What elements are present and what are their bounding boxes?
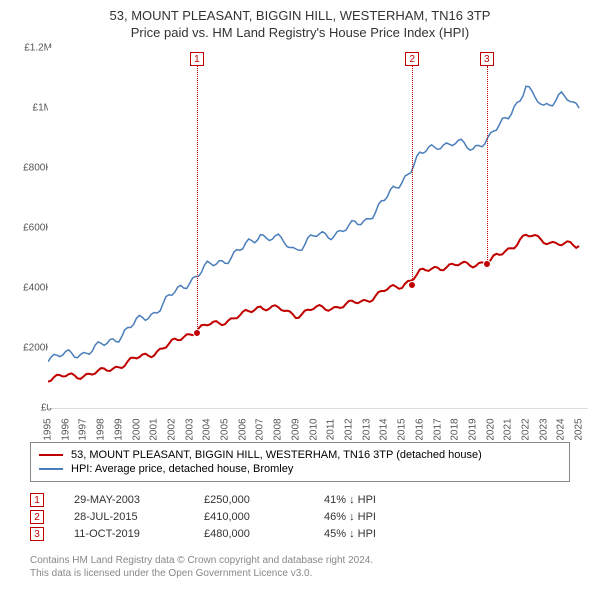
chart-marker-dot-1 xyxy=(193,329,201,337)
x-tick-label: 2017 xyxy=(432,418,443,440)
event-delta-3: 45% ↓ HPI xyxy=(324,528,376,540)
x-tick-label: 2023 xyxy=(538,418,549,440)
x-tick-label: 2021 xyxy=(503,418,514,440)
legend-label-price: 53, MOUNT PLEASANT, BIGGIN HILL, WESTERH… xyxy=(71,449,482,461)
x-tick-label: 2015 xyxy=(397,418,408,440)
event-row-3: 3 11-OCT-2019 £480,000 45% ↓ HPI xyxy=(30,527,570,541)
event-marker-2: 2 xyxy=(30,510,44,524)
legend-swatch-price xyxy=(39,454,63,456)
series-hpi xyxy=(48,86,579,361)
chart-area: 1 2 3 xyxy=(48,48,588,408)
x-tick-label: 2008 xyxy=(273,418,284,440)
legend: 53, MOUNT PLEASANT, BIGGIN HILL, WESTERH… xyxy=(30,442,570,482)
event-price-1: £250,000 xyxy=(204,494,294,506)
x-tick-label: 2025 xyxy=(574,418,585,440)
x-tick-label: 1996 xyxy=(60,418,71,440)
x-tick-label: 2014 xyxy=(379,418,390,440)
chart-marker-box-3: 3 xyxy=(480,52,494,66)
legend-label-hpi: HPI: Average price, detached house, Brom… xyxy=(71,463,293,475)
x-tick-label: 2007 xyxy=(255,418,266,440)
series-price_paid xyxy=(48,235,579,382)
event-delta-1: 41% ↓ HPI xyxy=(324,494,376,506)
x-tick-label: 1997 xyxy=(78,418,89,440)
x-tick-label: 2004 xyxy=(202,418,213,440)
chart-marker-dot-3 xyxy=(483,260,491,268)
title-address: 53, MOUNT PLEASANT, BIGGIN HILL, WESTERH… xyxy=(0,8,600,23)
x-tick-label: 2005 xyxy=(220,418,231,440)
footer-line2: This data is licensed under the Open Gov… xyxy=(30,567,570,580)
event-date-2: 28-JUL-2015 xyxy=(74,511,174,523)
x-tick-label: 2000 xyxy=(131,418,142,440)
x-tick-label: 2012 xyxy=(343,418,354,440)
x-tick-label: 2020 xyxy=(485,418,496,440)
footer-line1: Contains HM Land Registry data © Crown c… xyxy=(30,554,570,567)
title-subtitle: Price paid vs. HM Land Registry's House … xyxy=(0,25,600,40)
x-tick-label: 2018 xyxy=(450,418,461,440)
chart-container: 53, MOUNT PLEASANT, BIGGIN HILL, WESTERH… xyxy=(0,0,600,590)
x-tick-label: 2024 xyxy=(556,418,567,440)
x-tick-label: 2022 xyxy=(521,418,532,440)
x-tick-label: 2011 xyxy=(326,419,337,441)
x-tick-label: 1999 xyxy=(113,418,124,440)
x-tick-label: 2013 xyxy=(361,418,372,440)
title-block: 53, MOUNT PLEASANT, BIGGIN HILL, WESTERH… xyxy=(0,0,600,44)
x-tick-label: 2019 xyxy=(467,418,478,440)
x-tick-label: 2010 xyxy=(308,418,319,440)
x-tick-label: 2001 xyxy=(149,418,160,440)
x-tick-label: 2006 xyxy=(237,418,248,440)
legend-row-price: 53, MOUNT PLEASANT, BIGGIN HILL, WESTERH… xyxy=(39,449,561,461)
line-plot xyxy=(48,48,588,408)
events-table: 1 29-MAY-2003 £250,000 41% ↓ HPI 2 28-JU… xyxy=(30,490,570,544)
event-price-2: £410,000 xyxy=(204,511,294,523)
legend-swatch-hpi xyxy=(39,468,63,470)
x-tick-label: 2009 xyxy=(290,418,301,440)
event-marker-3: 3 xyxy=(30,527,44,541)
x-tick-label: 2003 xyxy=(184,418,195,440)
event-row-1: 1 29-MAY-2003 £250,000 41% ↓ HPI xyxy=(30,493,570,507)
event-row-2: 2 28-JUL-2015 £410,000 46% ↓ HPI xyxy=(30,510,570,524)
legend-row-hpi: HPI: Average price, detached house, Brom… xyxy=(39,463,561,475)
event-delta-2: 46% ↓ HPI xyxy=(324,511,376,523)
event-date-1: 29-MAY-2003 xyxy=(74,494,174,506)
x-tick-label: 1998 xyxy=(96,418,107,440)
chart-marker-box-2: 2 xyxy=(405,52,419,66)
x-tick-label: 2016 xyxy=(414,418,425,440)
x-tick-label: 1995 xyxy=(43,418,54,440)
chart-marker-dot-2 xyxy=(408,281,416,289)
event-marker-1: 1 xyxy=(30,493,44,507)
event-date-3: 11-OCT-2019 xyxy=(74,528,174,540)
footer: Contains HM Land Registry data © Crown c… xyxy=(30,554,570,580)
x-tick-label: 2002 xyxy=(166,418,177,440)
event-price-3: £480,000 xyxy=(204,528,294,540)
chart-marker-box-1: 1 xyxy=(190,52,204,66)
